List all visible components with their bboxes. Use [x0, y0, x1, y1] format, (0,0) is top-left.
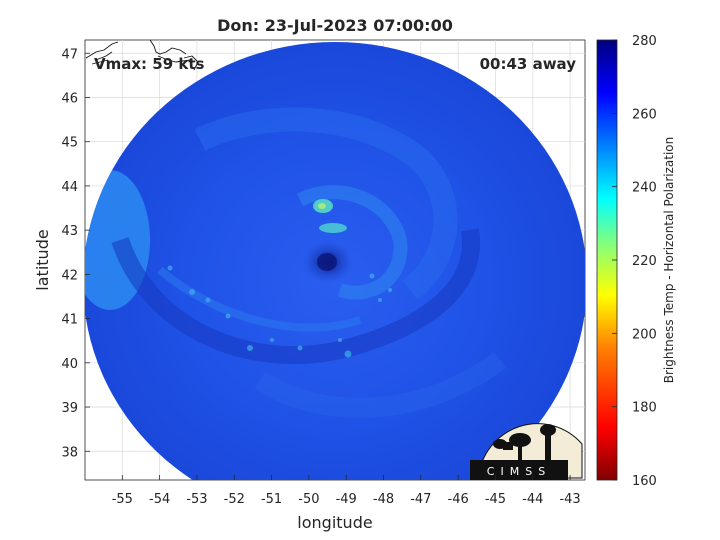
x-tick-label: -46 [448, 492, 469, 507]
x-tick-label: -53 [186, 492, 207, 507]
y-tick-label: 40 [61, 357, 78, 372]
colorbar-ticks: 280 260 240 220 200 180 160 [612, 34, 657, 489]
colorbar-tick-label: 180 [632, 401, 657, 416]
x-tick-label: -50 [298, 492, 319, 507]
x-tick-label: -45 [485, 492, 506, 507]
colorbar-tick-label: 160 [632, 474, 657, 489]
coastline [85, 40, 199, 71]
cimss-logo: CIMSS [470, 423, 583, 480]
x-axis-label: longitude [297, 513, 372, 532]
x-axis-ticks: -55 -54 -53 -52 -51 -50 -49 -48 -47 -46 -45 -44 -43 [112, 475, 581, 507]
x-tick-label: -55 [112, 492, 133, 507]
chart-title: Don: 23-Jul-2023 07:00:00 [217, 16, 453, 35]
y-axis-ticks: 47 46 45 44 43 42 41 40 39 38 [61, 47, 90, 460]
x-tick-label: -49 [336, 492, 357, 507]
colorbar-tick-label: 240 [632, 181, 657, 196]
colorbar-tick-label: 200 [632, 327, 657, 342]
y-tick-label: 41 [61, 313, 78, 328]
y-tick-label: 43 [61, 224, 78, 239]
storm-image [85, 42, 585, 480]
y-tick-label: 47 [61, 47, 78, 62]
x-tick-label: -43 [559, 492, 580, 507]
y-tick-label: 45 [61, 136, 78, 151]
y-tick-label: 38 [61, 445, 78, 460]
x-tick-label: -47 [410, 492, 431, 507]
colorbar-label: Brightness Temp - Horizontal Polarizatio… [662, 137, 676, 384]
colorbar-tick-label: 280 [632, 34, 657, 49]
y-tick-label: 42 [61, 268, 78, 283]
x-tick-label: -48 [373, 492, 394, 507]
x-tick-label: -52 [224, 492, 245, 507]
y-tick-label: 46 [61, 91, 78, 106]
x-tick-label: -44 [522, 492, 543, 507]
logo-text: CIMSS [487, 465, 551, 478]
y-tick-label: 44 [61, 180, 78, 195]
y-axis-label: latitude [33, 229, 52, 290]
x-tick-label: -54 [149, 492, 170, 507]
y-tick-label: 39 [61, 401, 78, 416]
colorbar-tick-label: 220 [632, 254, 657, 269]
x-tick-label: -51 [261, 492, 282, 507]
time-offset-label: 00:43 away [480, 55, 577, 73]
vmax-label: Vmax: 59 kts [94, 55, 204, 73]
colorbar-tick-label: 260 [632, 107, 657, 122]
